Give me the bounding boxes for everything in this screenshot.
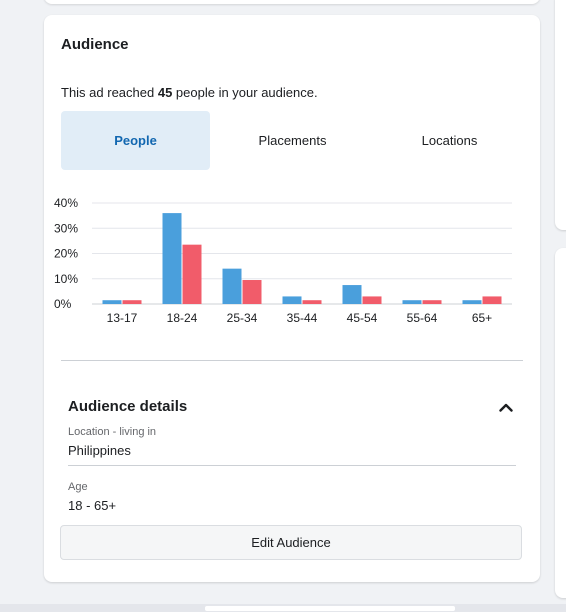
scrollbar-thumb[interactable] [205,606,455,611]
x-tick-label: 13-17 [107,311,138,325]
x-tick-label: 55-64 [407,311,438,325]
bar-series-2 [182,244,202,304]
bar-series-1 [102,300,122,304]
chevron-up-icon [499,403,513,412]
age-distribution-chart: 0% 10% 20% 30% 40% 13-17 18-24 25-34 35-44 45-54 5… [54,195,524,330]
y-tick-label: 40% [54,196,78,210]
age-label: Age [68,481,88,493]
x-tick-label: 65+ [472,311,492,325]
bar-series-1 [402,300,422,304]
age-value: 18 - 65+ [68,498,117,513]
collapse-button[interactable] [496,398,516,416]
audience-details-title: Audience details [68,398,188,415]
bar-series-2 [302,300,322,304]
reach-count: 45 [157,85,173,100]
section-divider [61,360,523,361]
x-tick-label: 18-24 [167,311,198,325]
bar-series-2 [422,300,442,304]
bar-series-2 [122,300,142,304]
y-tick-label: 0% [54,297,72,311]
x-tick-label: 45-54 [347,311,378,325]
location-label: Location - living in [68,426,157,438]
y-tick-label: 10% [54,272,78,286]
bar-series-1 [462,300,482,304]
field-divider [68,465,516,466]
bar-series-2 [482,296,502,304]
bar-series-2 [242,280,262,304]
tab-people[interactable]: People [61,111,210,170]
edit-audience-button[interactable]: Edit Audience [60,525,522,560]
previous-card-edge [44,0,540,4]
side-card-edge [555,0,566,230]
reach-summary: This ad reached 45 people in your audien… [61,85,318,100]
y-tick-label: 20% [54,247,78,261]
bar-series-1 [222,268,242,304]
bar-series-2 [362,296,382,304]
side-card-edge [555,248,566,598]
x-tick-label: 35-44 [287,311,318,325]
horizontal-scrollbar[interactable] [0,604,566,612]
x-tick-label: 25-34 [227,311,258,325]
audience-tabs: People Placements Locations [61,111,523,170]
reach-suffix: people in your audience. [172,85,318,100]
bar-series-1 [342,285,362,304]
bar-series-1 [282,296,302,304]
card-title: Audience [61,36,129,53]
chart-svg: 0% 10% 20% 30% 40% 13-17 18-24 25-34 35-44 45-54 5… [54,196,512,325]
tab-locations[interactable]: Locations [421,133,478,148]
tab-placements[interactable]: Placements [258,133,327,148]
y-tick-label: 30% [54,221,78,235]
bar-series-1 [162,213,182,304]
location-value: Philippines [68,443,131,458]
reach-prefix: This ad reached [61,85,158,100]
audience-card: Audience This ad reached 45 people in yo… [44,15,540,582]
